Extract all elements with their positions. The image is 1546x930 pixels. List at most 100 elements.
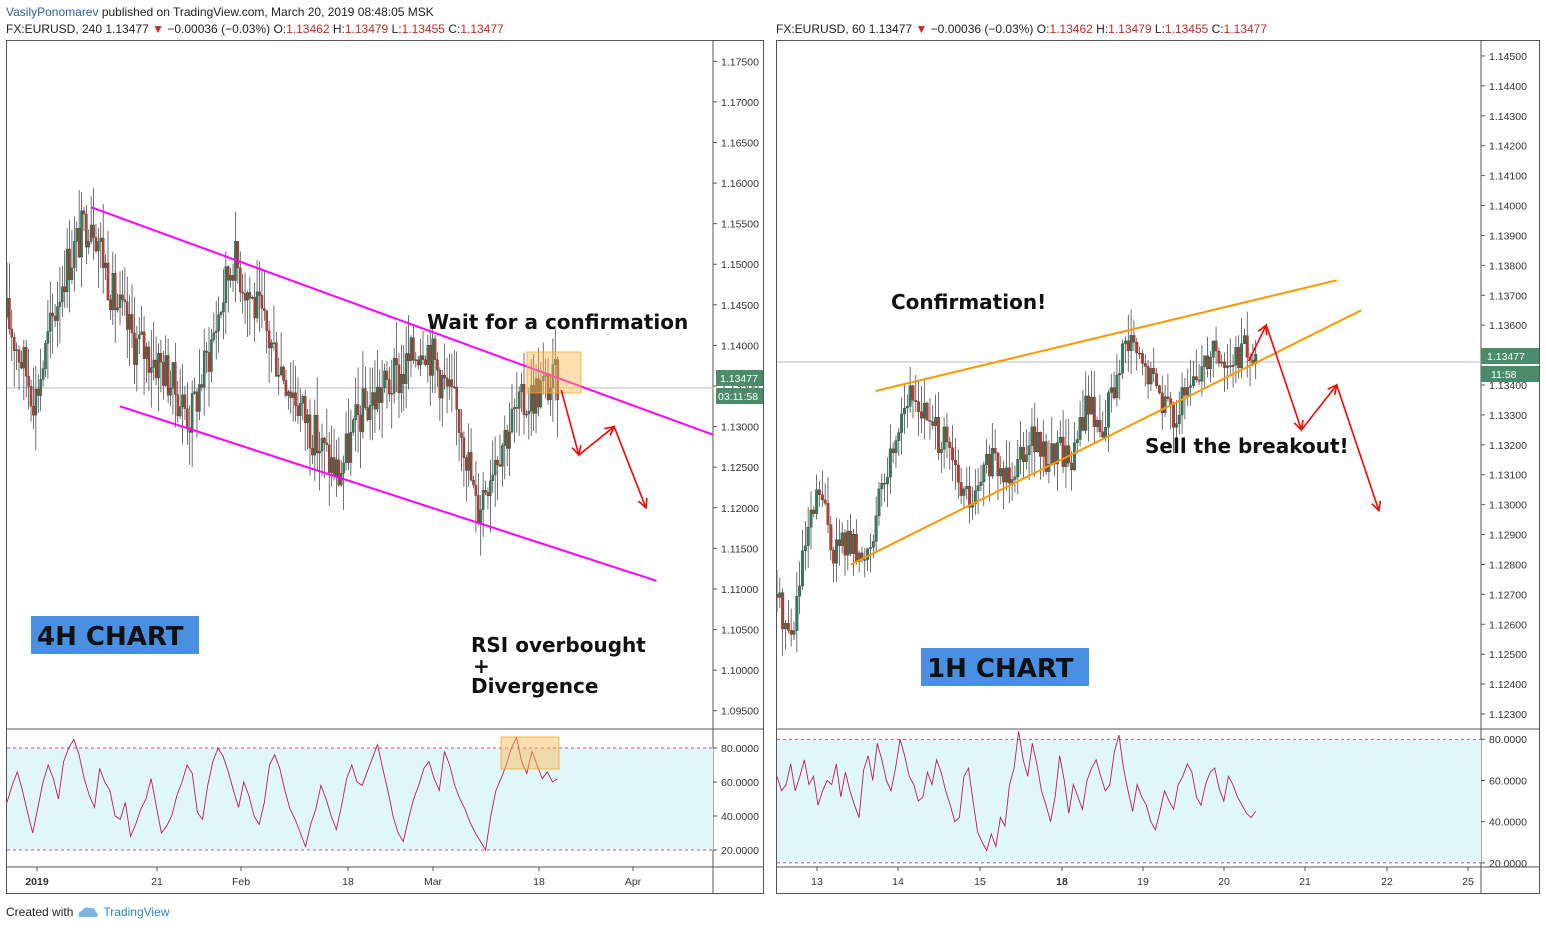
- y-tick-label: 1.11500: [721, 543, 758, 555]
- candle-body: [777, 594, 779, 598]
- candle-body: [32, 405, 35, 416]
- candle-body: [503, 430, 507, 446]
- candle-body: [73, 241, 76, 269]
- candle-body: [308, 414, 312, 449]
- candle-body: [1121, 343, 1125, 374]
- candle-body: [416, 359, 420, 366]
- candle-body: [1041, 441, 1045, 457]
- candle-body: [97, 241, 100, 252]
- left-timer-badge-bg: [716, 388, 763, 404]
- left-high: 1.13479: [344, 22, 389, 36]
- candle-body: [1220, 361, 1224, 364]
- candle-body: [852, 534, 855, 554]
- candle-body: [231, 275, 235, 281]
- candle-body: [501, 445, 504, 467]
- y-tick-label: 1.13300: [1489, 410, 1527, 422]
- annotation-wait-confirmation: Wait for a confirmation: [427, 310, 688, 334]
- right-chart-svg[interactable]: 1.14500 1.14400 1.14300 1.14200 1.14100 1.140…: [777, 41, 1539, 893]
- candle-body: [116, 307, 119, 311]
- left-chart-panel[interactable]: 1.17500 1.17000 1.16500 1.16000 1.15500 1.150…: [6, 40, 764, 894]
- candle-body: [1208, 357, 1212, 370]
- candle-body: [837, 539, 841, 546]
- candle-body: [542, 376, 545, 382]
- candle-body: [1101, 431, 1105, 438]
- candle-body: [294, 392, 297, 406]
- right-chart-panel[interactable]: 1.14500 1.14400 1.14300 1.14200 1.14100 1.140…: [776, 40, 1540, 894]
- candle-body: [891, 448, 895, 454]
- candle-body: [897, 432, 901, 441]
- candle-body: [1172, 404, 1176, 428]
- candle-body: [373, 392, 377, 410]
- candle-body: [1180, 387, 1184, 416]
- candle-body: [202, 350, 206, 388]
- left-candles: [7, 188, 559, 556]
- author-link[interactable]: VasilyPonomarev: [6, 5, 99, 19]
- candle-body: [130, 314, 134, 334]
- y-tick-label: 1.13000: [721, 422, 759, 434]
- candle-body: [147, 346, 151, 373]
- candle-body: [89, 224, 93, 242]
- candle-body: [1177, 414, 1181, 424]
- candle-body: [508, 431, 511, 449]
- right-low: 1.13455: [1164, 22, 1209, 36]
- candle-body: [224, 266, 228, 303]
- tradingview-link[interactable]: TradingView: [103, 905, 170, 919]
- candle-body: [390, 393, 394, 395]
- candle-body: [1055, 442, 1059, 465]
- left-symbol: FX:EURUSD, 240: [6, 22, 103, 36]
- candle-body: [1166, 396, 1170, 400]
- candle-body: [1013, 476, 1017, 480]
- candle-body: [412, 337, 415, 361]
- candle-body: [313, 414, 317, 456]
- left-o-label: O:: [273, 22, 287, 36]
- candle-body: [1019, 447, 1023, 460]
- x-tick-label: 18: [1056, 876, 1068, 888]
- candle-body: [270, 342, 273, 349]
- candle-body: [789, 630, 793, 635]
- right-rsi-pane: 80.0000 60.0000 40.0000 20.0000: [777, 730, 1527, 870]
- y-tick-label: 1.14500: [721, 300, 759, 312]
- candle-body: [438, 370, 442, 399]
- candle-body: [1206, 355, 1210, 370]
- y-tick-label: 1.15000: [721, 259, 759, 271]
- candle-body: [934, 417, 938, 426]
- candle-body: [1084, 395, 1088, 431]
- candle-body: [315, 414, 319, 454]
- candle-body: [1033, 426, 1037, 453]
- y-tick-label: 1.14200: [1489, 141, 1527, 153]
- candle-body: [982, 464, 986, 483]
- candle-body: [1203, 355, 1207, 367]
- candle-body: [1140, 353, 1144, 364]
- left-change: −0.00036 (−0.03%): [167, 22, 271, 36]
- x-tick-label: 19: [1137, 876, 1149, 888]
- candle-body: [426, 345, 430, 365]
- candle-body: [832, 549, 836, 564]
- candle-body: [260, 295, 264, 309]
- candle-body: [469, 452, 473, 481]
- candle-body: [455, 387, 458, 410]
- candle-body: [354, 404, 357, 420]
- candle-body: [781, 592, 785, 630]
- right-time-axis: 13 14 15 18 19 20 21 22 25: [811, 867, 1474, 888]
- x-tick-label: 25: [1462, 876, 1474, 888]
- candle-body: [7, 298, 9, 318]
- annotation-divergence: Divergence: [471, 674, 598, 698]
- candle-body: [364, 388, 367, 408]
- candle-body: [996, 452, 1000, 477]
- candle-body: [275, 342, 278, 377]
- left-chart-svg[interactable]: 1.17500 1.17000 1.16500 1.16000 1.15500 1.150…: [7, 41, 763, 893]
- candle-body: [1036, 432, 1040, 453]
- candle-body: [282, 366, 285, 381]
- down-triangle-icon: ▼: [915, 22, 928, 36]
- candle-body: [1183, 387, 1187, 396]
- candle-body: [922, 402, 926, 419]
- candle-body: [56, 306, 59, 321]
- candle-body: [1135, 342, 1139, 354]
- candle-body: [342, 462, 345, 474]
- candle-body: [284, 380, 288, 396]
- x-tick-label: 18: [342, 876, 354, 888]
- candle-body: [527, 410, 531, 415]
- candle-body: [951, 447, 955, 461]
- candle-body: [1070, 462, 1074, 471]
- candle-body: [8, 298, 11, 330]
